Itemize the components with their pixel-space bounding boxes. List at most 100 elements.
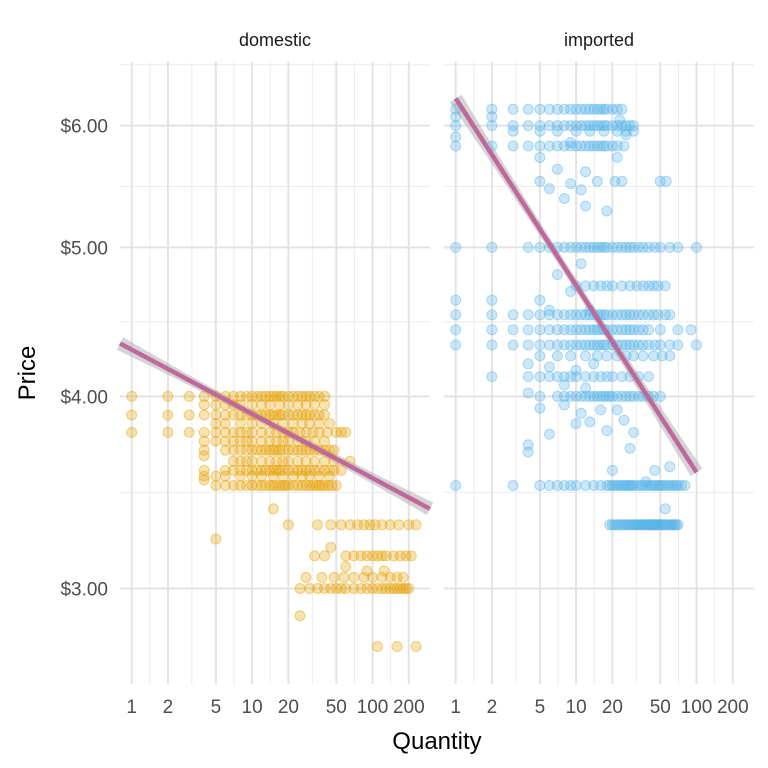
data-point (580, 339, 592, 351)
data-point (246, 399, 258, 411)
data-point (611, 519, 623, 531)
data-point (522, 241, 534, 253)
data-point (624, 241, 636, 253)
data-point (580, 382, 592, 394)
data-point (614, 480, 626, 491)
data-point (219, 444, 231, 456)
data-point (380, 550, 392, 562)
data-point (667, 519, 679, 531)
data-point (260, 464, 272, 476)
data-point (634, 519, 646, 531)
data-point (534, 294, 546, 306)
data-point (198, 435, 210, 447)
data-point (534, 103, 546, 115)
data-point (662, 519, 674, 531)
data-point (580, 280, 592, 292)
data-point (251, 480, 263, 491)
data-point (450, 140, 462, 152)
data-point (486, 120, 498, 132)
data-point (606, 390, 618, 402)
data-point (588, 390, 600, 402)
data-point (584, 120, 596, 132)
x-tick-label: 200 (393, 697, 425, 718)
data-point (507, 120, 519, 132)
data-point (391, 641, 403, 652)
data-point (296, 444, 308, 456)
data-point (580, 371, 592, 383)
data-point (183, 426, 195, 438)
data-point (287, 390, 299, 402)
data-point (628, 350, 640, 362)
data-point (287, 444, 299, 456)
data-point (656, 480, 668, 491)
data-point (335, 583, 347, 594)
data-point (256, 470, 268, 482)
data-point (372, 583, 383, 594)
data-point (309, 409, 321, 421)
data-point (570, 241, 582, 253)
data-point (340, 583, 352, 594)
data-point (565, 480, 577, 491)
points-imported (450, 103, 702, 531)
data-point (570, 140, 582, 152)
data-point (640, 476, 652, 488)
data-point (292, 390, 304, 402)
data-point (591, 241, 603, 253)
data-point (361, 583, 373, 594)
data-point (264, 455, 276, 467)
y-tick-label: $6.00 (60, 117, 108, 138)
data-point (609, 480, 621, 491)
panel-domestic: domestic 1 2 5 10 20 50 100 200 (116, 30, 434, 718)
data-point (659, 309, 671, 321)
data-point (264, 426, 276, 438)
data-point (260, 390, 272, 402)
data-point (260, 480, 272, 491)
data-point (300, 426, 312, 438)
data-point (676, 480, 687, 491)
data-point (378, 565, 390, 577)
data-point (672, 339, 684, 351)
data-point (335, 519, 347, 531)
data-point (246, 480, 258, 491)
data-point (620, 324, 632, 336)
data-point (584, 241, 596, 253)
data-point (319, 455, 331, 467)
data-point (656, 519, 668, 531)
x-tick-label: 10 (566, 697, 587, 718)
data-point (264, 390, 276, 402)
data-point (292, 480, 304, 491)
data-point (575, 241, 587, 253)
data-point (319, 409, 331, 421)
data-point (450, 309, 462, 321)
data-point (611, 125, 623, 137)
data-point (620, 480, 632, 491)
data-point (277, 435, 289, 447)
data-point (198, 464, 210, 476)
data-point (534, 390, 546, 402)
data-point (665, 480, 677, 491)
data-point (551, 350, 563, 362)
data-point (595, 280, 607, 292)
data-point (450, 294, 462, 306)
data-point (629, 519, 641, 531)
data-point (616, 390, 628, 402)
data-point (198, 409, 210, 421)
data-point (234, 444, 246, 456)
data-point (601, 280, 613, 292)
data-point (643, 480, 655, 491)
data-point (565, 350, 577, 362)
data-point (264, 444, 276, 456)
data-point (256, 435, 268, 447)
data-point (394, 583, 406, 594)
data-point (313, 409, 325, 421)
data-point (292, 444, 304, 456)
data-point (606, 103, 618, 115)
data-point (397, 583, 409, 594)
data-point (450, 111, 462, 123)
data-point (664, 350, 676, 362)
data-point (601, 241, 613, 253)
data-point (183, 409, 195, 421)
data-point (376, 583, 388, 594)
data-point (486, 339, 498, 351)
data-point (551, 309, 563, 321)
